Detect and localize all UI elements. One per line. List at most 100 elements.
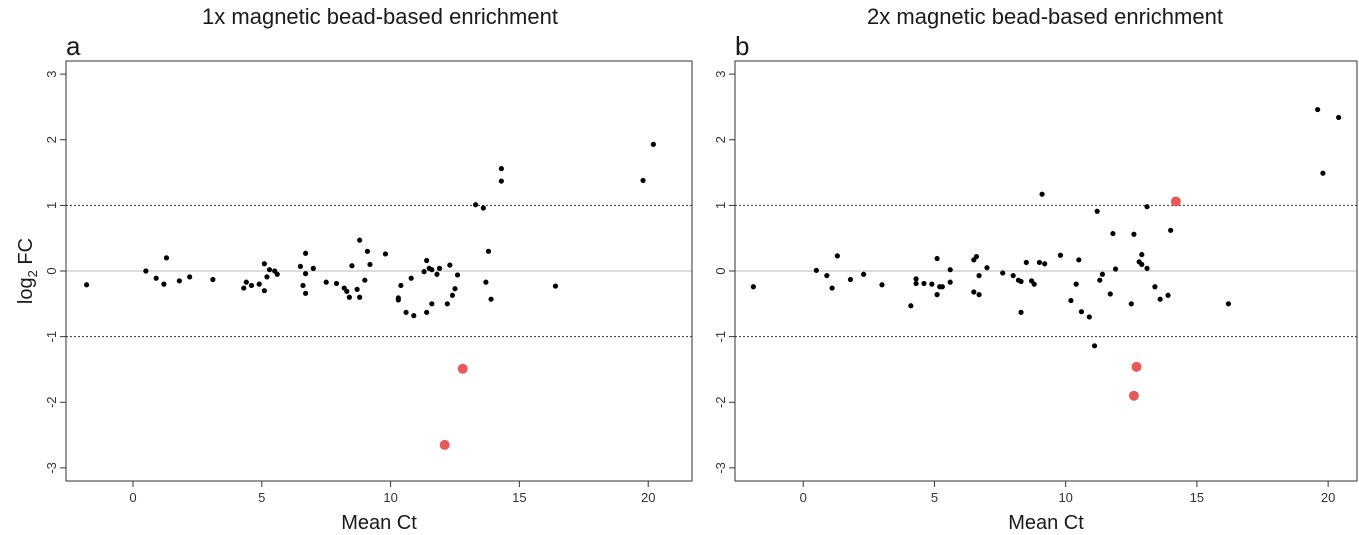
data-point xyxy=(1131,231,1137,237)
data-point xyxy=(1018,309,1024,315)
data-point xyxy=(1128,301,1134,307)
data-point xyxy=(813,267,819,273)
data-point xyxy=(552,283,559,289)
data-point xyxy=(256,281,262,287)
data-point xyxy=(382,251,389,257)
data-point xyxy=(1039,191,1045,197)
y-tick-label: -3 xyxy=(44,462,59,474)
data-point xyxy=(1152,284,1158,290)
data-point xyxy=(447,262,453,268)
data-point xyxy=(1057,252,1064,258)
x-axis-label: Mean Ct xyxy=(1008,512,1084,534)
data-point xyxy=(984,265,990,271)
data-point xyxy=(454,272,461,278)
data-point xyxy=(1068,297,1074,304)
data-point xyxy=(1091,343,1098,349)
data-point xyxy=(488,296,494,302)
data-point xyxy=(187,274,193,280)
data-point xyxy=(424,257,430,264)
panel-b: 2x magnetic bead-based enrichment b -3 -2 -1… xyxy=(713,4,1358,534)
y-tick-label: -2 xyxy=(713,396,728,408)
data-point xyxy=(1036,259,1043,266)
data-point xyxy=(163,255,170,261)
data-point xyxy=(84,282,90,288)
x-tick-label: 0 xyxy=(129,490,136,505)
data-point xyxy=(847,276,854,283)
data-point xyxy=(429,267,435,273)
data-point xyxy=(1078,309,1085,315)
data-point xyxy=(357,294,363,300)
data-point xyxy=(921,280,927,287)
data-point xyxy=(1107,291,1113,297)
data-point xyxy=(1165,292,1171,298)
data-point xyxy=(650,141,656,147)
data-point xyxy=(971,289,977,295)
data-point xyxy=(1225,301,1232,307)
y-tick-label: 2 xyxy=(44,136,59,143)
data-point xyxy=(1073,281,1079,287)
data-point xyxy=(310,265,316,271)
y-tick-label: -1 xyxy=(44,331,59,343)
data-point xyxy=(1097,277,1103,283)
y-tick-label: -2 xyxy=(44,396,59,408)
chart-title: 1x magnetic bead-based enrichment xyxy=(202,4,558,29)
y-tick-label: 0 xyxy=(44,267,59,274)
data-point xyxy=(1094,208,1100,214)
data-point xyxy=(434,271,440,277)
data-point xyxy=(1000,270,1006,276)
data-point xyxy=(473,202,479,208)
data-point xyxy=(973,253,980,260)
data-point xyxy=(913,280,919,287)
data-point xyxy=(1112,266,1119,272)
y-tick-label: -3 xyxy=(713,462,728,474)
data-point xyxy=(1018,278,1024,285)
data-point xyxy=(264,274,270,280)
data-point xyxy=(354,286,360,292)
data-point xyxy=(1110,230,1116,237)
data-point xyxy=(976,272,982,279)
data-point xyxy=(300,282,306,289)
data-point xyxy=(408,275,414,281)
data-point xyxy=(436,265,443,271)
panel-a: 1x magnetic bead-based enrichment a -3 -2 -1… xyxy=(15,4,693,534)
data-point xyxy=(333,280,340,287)
data-point xyxy=(362,277,368,283)
y-tick-label: -1 xyxy=(713,331,728,343)
data-point xyxy=(939,284,945,290)
y-tick-label: 2 xyxy=(713,136,728,143)
data-point xyxy=(824,272,830,279)
y-tick-label: 0 xyxy=(713,267,728,274)
data-point xyxy=(323,279,329,285)
data-point xyxy=(411,313,417,319)
highlight-point xyxy=(439,439,450,450)
highlight-point xyxy=(457,363,468,374)
data-point xyxy=(1099,271,1106,277)
y-axis-label: log2 FC xyxy=(15,238,40,304)
data-point xyxy=(274,271,280,277)
data-point xyxy=(1031,281,1037,287)
data-point xyxy=(908,303,914,309)
y-axis-label-sub: 2 xyxy=(25,270,40,277)
data-point xyxy=(834,253,840,259)
data-point xyxy=(1076,257,1082,263)
data-point xyxy=(485,248,492,254)
data-point xyxy=(1320,170,1326,176)
data-point xyxy=(947,279,953,285)
data-point xyxy=(398,282,404,289)
data-point xyxy=(1023,259,1029,266)
data-point xyxy=(395,297,401,303)
data-point xyxy=(344,288,350,294)
y-tick-label: 1 xyxy=(713,202,728,209)
data-point xyxy=(302,250,309,256)
data-point xyxy=(261,261,267,267)
chart-title: 2x magnetic bead-based enrichment xyxy=(867,4,1223,29)
data-point xyxy=(367,261,373,268)
x-tick-label: 5 xyxy=(931,490,938,505)
data-point xyxy=(452,286,458,292)
data-point xyxy=(1157,296,1163,302)
data-point xyxy=(947,267,953,273)
data-point xyxy=(297,263,304,270)
data-point xyxy=(449,292,456,298)
data-point xyxy=(1010,272,1016,279)
x-tick-label: 20 xyxy=(641,490,655,505)
